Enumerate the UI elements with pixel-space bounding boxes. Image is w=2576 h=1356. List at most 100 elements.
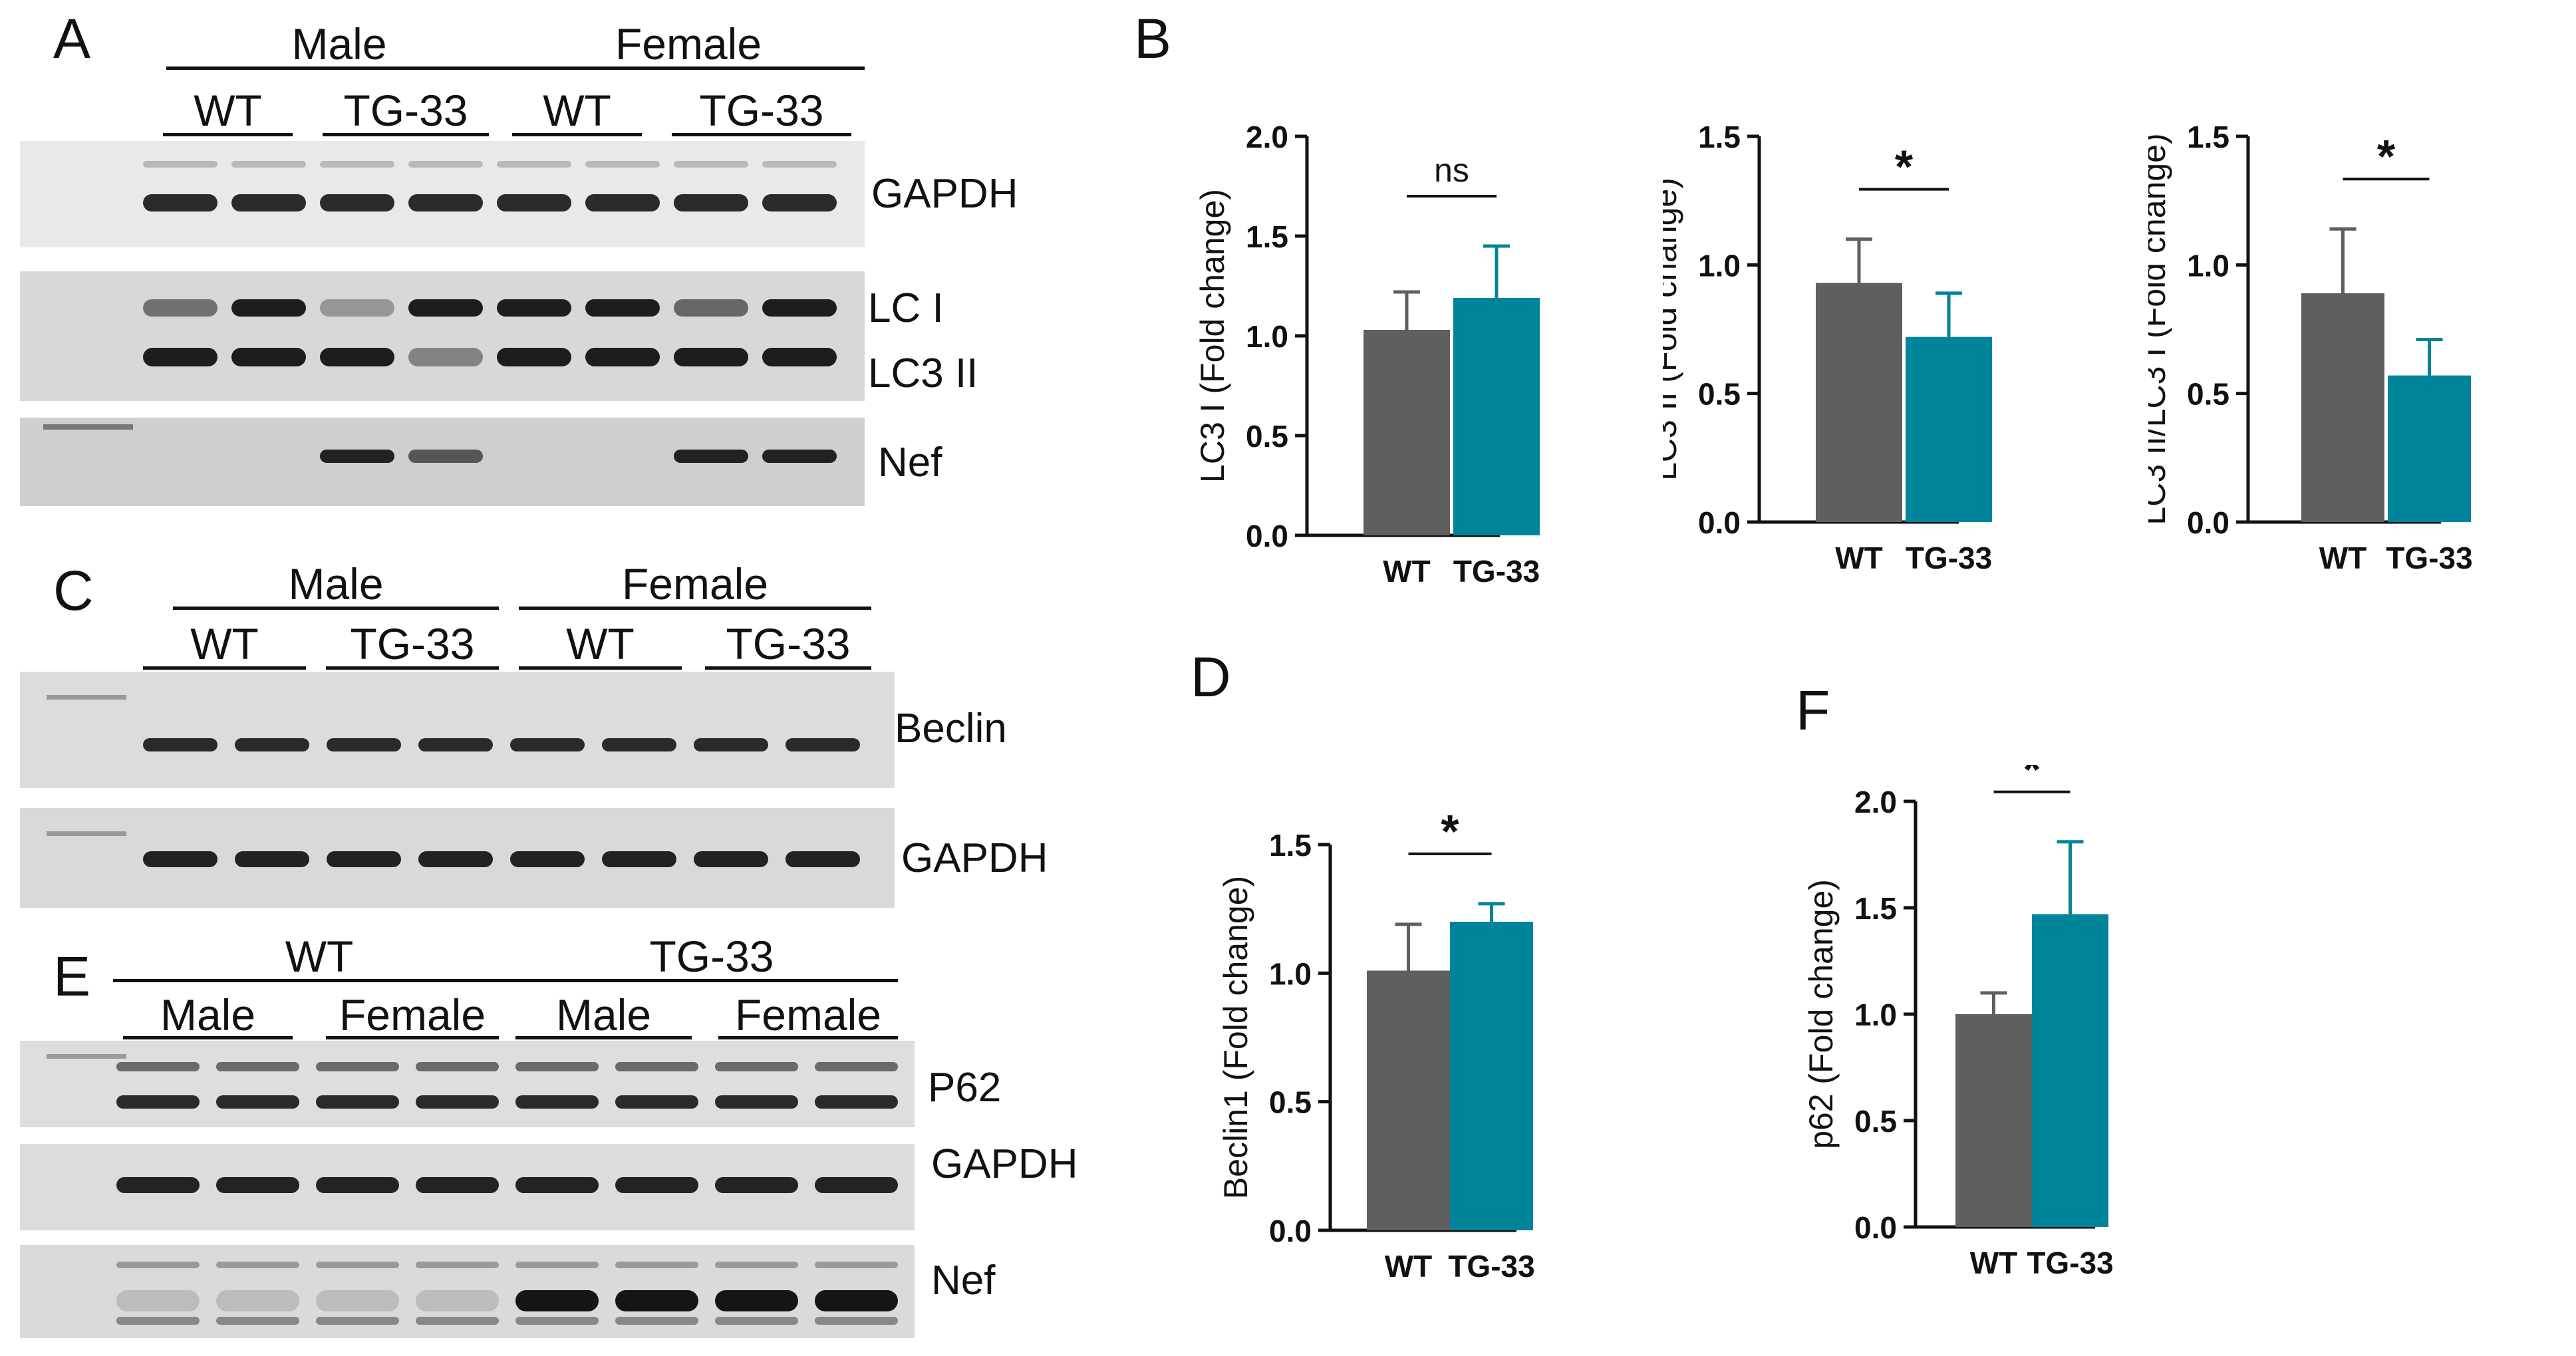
blot-band (715, 1095, 798, 1109)
header-tg33: TG-33 (699, 86, 824, 135)
blot-band (320, 161, 394, 168)
blot-band (815, 1290, 898, 1311)
header-male: Male (555, 990, 652, 1039)
y-tick-label: 1.0 (1854, 998, 1897, 1032)
y-axis-label: Beclin1 (Fold change) (1217, 876, 1254, 1199)
y-tick-label: 1.0 (1698, 248, 1741, 283)
panel-letter-a: A (53, 7, 91, 70)
header-line (519, 666, 682, 670)
blot-band (216, 1095, 299, 1109)
header-female: Female (734, 990, 882, 1039)
header-line (519, 607, 871, 610)
blot-band (602, 738, 676, 751)
blot-band (408, 161, 483, 168)
blot-band (762, 348, 837, 366)
header-line (143, 666, 306, 670)
blot-band (815, 1177, 898, 1193)
blot-band (615, 1095, 698, 1109)
panel-letter-d: D (1191, 646, 1231, 708)
blot-band (235, 738, 309, 751)
header-line (326, 666, 499, 670)
header-line (672, 133, 851, 136)
blot-band (216, 1062, 299, 1071)
blot-band (231, 161, 306, 168)
blot-band (143, 348, 217, 366)
header-line (515, 1036, 692, 1039)
blot-band (815, 1062, 898, 1071)
x-tick-label: TG-33 (2027, 1246, 2113, 1280)
blot-label-lc1: LC I (868, 285, 944, 331)
blot-nef-a (20, 418, 865, 506)
header-wt: WT (194, 86, 262, 135)
header-female: Female (621, 559, 769, 609)
header-male: Male (160, 990, 256, 1039)
bar-wt (1816, 283, 1902, 522)
x-tick-label: TG-33 (2386, 541, 2472, 575)
blot-band (216, 1317, 299, 1325)
header-line (525, 979, 898, 982)
y-tick-label: 0.5 (1246, 419, 1288, 454)
blot-label-beclin: Beclin (895, 706, 1007, 751)
blot-band (416, 1062, 499, 1071)
y-tick-label: 0.0 (2187, 505, 2229, 540)
panel-letter-f: F (1796, 679, 1830, 742)
header-line (163, 133, 293, 136)
y-axis-label: LC3 II (Fold change) (1663, 178, 1683, 481)
header-line (326, 1036, 499, 1039)
blot-band (416, 1262, 499, 1268)
header-wt: WT (566, 619, 635, 668)
bar-tg-33 (1453, 298, 1540, 535)
blot-gapdh-a (20, 141, 865, 247)
blot-band (615, 1290, 698, 1311)
blot-gapdh-c (20, 808, 895, 908)
y-axis-label: p62 (Fold change) (1802, 879, 1840, 1149)
blot-band (231, 299, 306, 317)
blot-band (418, 738, 493, 751)
blot-band (320, 348, 394, 366)
blot-band (316, 1062, 399, 1071)
header-female: Female (615, 19, 762, 68)
y-tick-label: 0.0 (1698, 505, 1741, 540)
blot-band (408, 348, 483, 366)
bar-tg-33 (1906, 337, 1992, 522)
blot-band (216, 1262, 299, 1268)
blot-band (674, 450, 748, 463)
y-tick-label: 0.5 (1698, 377, 1741, 412)
blot-label-p62: P62 (928, 1065, 1002, 1111)
blot-band (408, 450, 483, 463)
blot-band (116, 1262, 200, 1268)
blot-band (235, 851, 309, 867)
y-tick-label: 1.5 (1698, 120, 1741, 154)
blot-band (815, 1095, 898, 1109)
header-tg33: TG-33 (350, 619, 475, 668)
blot-band (143, 738, 217, 751)
panel-letter-c: C (53, 559, 94, 622)
blot-lc3-a (20, 271, 865, 401)
y-tick-label: 0.0 (1269, 1214, 1312, 1248)
blot-band (694, 738, 768, 751)
blot-band (786, 851, 860, 867)
y-tick-label: 2.0 (1246, 120, 1288, 154)
blot-band (615, 1317, 698, 1325)
bar-wt (2301, 293, 2384, 522)
header-female: Female (339, 990, 486, 1039)
y-tick-label: 1.0 (1269, 956, 1312, 991)
bar-wt (1363, 330, 1450, 535)
blot-band (510, 738, 585, 751)
header-male: Male (288, 559, 384, 609)
significance-label: * (1441, 805, 1459, 857)
header-wt: WT (543, 86, 611, 135)
blot-label-gapdh: GAPDH (901, 835, 1048, 881)
blot-gapdh-e (20, 1144, 915, 1230)
header-line (705, 666, 871, 670)
blot-band (674, 299, 748, 317)
header-line (512, 133, 642, 136)
blot-band (762, 194, 837, 211)
blot-band (602, 851, 676, 867)
bar-tg-33 (2032, 914, 2108, 1227)
blot-band (585, 194, 660, 211)
chart-p62: 0.0 0.5 1.0 1.5 2.0 p62 (Fold change) WT TG-33 * (1802, 765, 2114, 1280)
blot-band (216, 1290, 299, 1311)
blot-band (674, 161, 748, 168)
blot-band (715, 1262, 798, 1268)
